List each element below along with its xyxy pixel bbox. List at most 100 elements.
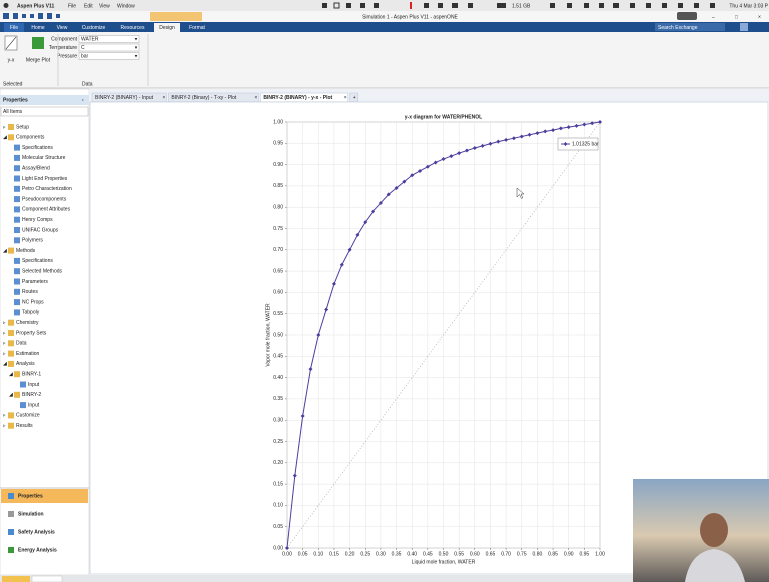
help-icon[interactable]: [740, 23, 748, 31]
tree-item[interactable]: BINRY-1: [22, 372, 41, 378]
tree-expander[interactable]: ◢: [3, 248, 7, 254]
close[interactable]: ×: [758, 14, 761, 20]
ribbon-tab-bar: [0, 22, 769, 32]
document-tab-label[interactable]: +: [353, 95, 356, 101]
os-menu-item[interactable]: Edit: [84, 3, 93, 9]
pane-label[interactable]: Energy Analysis: [18, 547, 57, 553]
y-tick-label: 0.50: [273, 332, 283, 338]
ribbon-tab[interactable]: Design: [159, 25, 175, 31]
y-tick-label: 0.75: [273, 226, 283, 232]
contextual-tab-highlight: [150, 12, 202, 21]
tree-item[interactable]: Tabpoly: [22, 310, 40, 316]
tree-item[interactable]: UNIFAC Groups: [22, 227, 59, 233]
tree-icon: [14, 165, 20, 171]
y-tick-label: 0.25: [273, 439, 283, 445]
y-tick-label: 0.45: [273, 354, 283, 360]
tree-item[interactable]: Property Sets: [16, 330, 47, 336]
tree-expander[interactable]: ◢: [3, 361, 7, 367]
status-tab[interactable]: [32, 576, 62, 582]
tree-icon: [14, 155, 20, 161]
maximize[interactable]: □: [735, 14, 738, 20]
tab-close[interactable]: ×: [344, 95, 347, 101]
tree-item[interactable]: Input: [28, 382, 40, 388]
tree-expander[interactable]: ◢: [3, 135, 7, 141]
os-menu-bar: [0, 0, 769, 11]
tree-item[interactable]: NC Props: [22, 299, 44, 305]
os-menu-item[interactable]: Window: [117, 3, 135, 9]
tree-item[interactable]: Components: [16, 135, 45, 141]
field-value[interactable]: bar: [81, 53, 89, 59]
tree-icon: [14, 392, 20, 398]
os-menu-item[interactable]: File: [68, 3, 76, 9]
field-label: Component: [51, 36, 77, 42]
status-tab[interactable]: [2, 576, 30, 582]
tab-close[interactable]: ×: [162, 95, 165, 101]
ribbon-button-label[interactable]: y-x: [8, 57, 15, 63]
ribbon-button-label[interactable]: Merge Plot: [26, 57, 51, 63]
field-box[interactable]: [79, 44, 139, 51]
pane-label[interactable]: Safety Analysis: [18, 529, 55, 535]
x-tick-label: 0.85: [548, 551, 558, 557]
merge-plot-icon[interactable]: [32, 37, 44, 49]
tree-item[interactable]: Results: [16, 423, 33, 429]
tree-item[interactable]: Molecular Structure: [22, 155, 66, 161]
tree-item[interactable]: Pseudocomponents: [22, 196, 67, 202]
tree-icon: [8, 330, 14, 336]
ribbon-tab[interactable]: Resources: [121, 25, 145, 31]
tree-item[interactable]: Routes: [22, 289, 38, 295]
apple-icon[interactable]: [4, 3, 9, 8]
os-menu-item[interactable]: View: [99, 3, 110, 9]
tree-item[interactable]: BINRY-2: [22, 392, 41, 398]
tree-item[interactable]: Analysis: [16, 361, 35, 367]
tree-item[interactable]: Input: [28, 402, 40, 408]
field-value[interactable]: C: [81, 45, 85, 51]
group-label: Selected: [3, 81, 23, 87]
tree-item[interactable]: Selected Methods: [22, 269, 63, 275]
pane-icon: [8, 529, 14, 535]
x-tick-label: 0.55: [454, 551, 464, 557]
search-placeholder[interactable]: Search Exchange: [658, 25, 698, 31]
app-name[interactable]: Aspen Plus V11: [17, 3, 54, 9]
tree-item[interactable]: Specifications: [22, 258, 53, 264]
window-controls[interactable]: [677, 12, 697, 20]
x-tick-label: 0.15: [329, 551, 339, 557]
tree-item[interactable]: Assay/Blend: [22, 166, 50, 172]
ribbon-tab[interactable]: Home: [31, 25, 45, 31]
ribbon-tab[interactable]: Format: [189, 25, 205, 31]
x-tick-label: 0.20: [345, 551, 355, 557]
document-tab-label[interactable]: BINRY-2 (BINARY) - y-x - Plot: [263, 95, 332, 101]
tree-item[interactable]: Estimation: [16, 351, 40, 357]
tree-item[interactable]: Light End Properties: [22, 176, 68, 182]
tree-item[interactable]: Component Attributes: [22, 207, 71, 213]
y-tick-label: 0.85: [273, 183, 283, 189]
y-tick-label: 0.55: [273, 311, 283, 317]
pane-label[interactable]: Simulation: [18, 511, 44, 517]
tree-expander[interactable]: ◢: [9, 372, 13, 378]
ribbon-tab[interactable]: Customize: [82, 25, 106, 31]
ribbon-tab[interactable]: File: [10, 25, 18, 31]
tree-item[interactable]: Polymers: [22, 238, 43, 244]
tree-expander[interactable]: ◢: [9, 392, 13, 398]
tree-icon: [14, 176, 20, 182]
tree-item[interactable]: Setup: [16, 124, 29, 130]
x-tick-label: 1.00: [595, 551, 605, 557]
tree-item[interactable]: Customize: [16, 413, 40, 419]
tab-close[interactable]: ×: [254, 95, 257, 101]
tree-item[interactable]: Specifications: [22, 145, 53, 151]
tree-item[interactable]: Parameters: [22, 279, 48, 285]
tree-icon: [14, 268, 20, 274]
field-value[interactable]: WATER: [81, 36, 99, 42]
tree-item[interactable]: Data: [16, 341, 27, 347]
pane-label[interactable]: Properties: [18, 493, 43, 499]
tree-item[interactable]: Methods: [16, 248, 36, 254]
document-tab-label[interactable]: BINRY-2 (BINARY) - Input: [95, 95, 154, 101]
x-tick-label: 0.60: [470, 551, 480, 557]
tree-item[interactable]: Chemistry: [16, 320, 39, 326]
filter-value[interactable]: All Items: [3, 109, 23, 115]
document-tab-label[interactable]: BINRY-2 (Binary) - T-xy - Plot: [171, 95, 237, 101]
ribbon-tab[interactable]: View: [57, 25, 68, 31]
tree-icon: [8, 340, 14, 346]
tree-item[interactable]: Petro Characterization: [22, 186, 72, 192]
tree-item[interactable]: Henry Comps: [22, 217, 53, 223]
minimize[interactable]: –: [712, 14, 715, 20]
